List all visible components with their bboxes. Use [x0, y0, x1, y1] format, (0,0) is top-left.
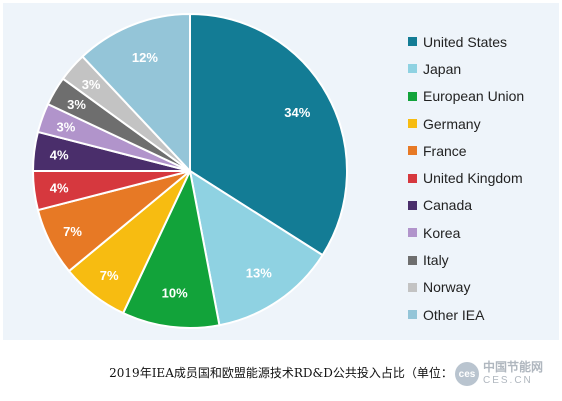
legend-swatch [408, 64, 417, 74]
pie-label-germany: 7% [100, 268, 119, 283]
legend-swatch [408, 282, 417, 292]
pie-slice-european-union [121, 167, 221, 330]
legend-item-canada: Canada [408, 192, 558, 219]
legend-label: United States [423, 33, 508, 50]
legend-label: United Kingdom [423, 170, 523, 187]
pie-chart: 34% 13% 10% 7% 7% 4% 4% 3% 3% 3% 12% [31, 12, 348, 330]
legend-swatch [408, 310, 417, 320]
legend-swatch [408, 255, 417, 265]
legend-label: Germany [423, 115, 481, 132]
legend-item-other-iea: Other IEA [408, 301, 558, 328]
pie-label-france: 7% [63, 224, 82, 239]
legend-item-italy: Italy [408, 246, 558, 273]
pie-label-japan: 13% [246, 265, 272, 280]
legend-swatch [408, 119, 417, 129]
legend-item-norway: Norway [408, 274, 558, 301]
pie-label-korea: 3% [57, 119, 76, 134]
legend-label: Italy [423, 252, 449, 269]
legend-label: European Union [423, 88, 525, 105]
watermark-logo-icon: ces [455, 362, 479, 386]
legend-label: Japan [423, 60, 462, 77]
legend-swatch [408, 37, 417, 47]
pie-label-united-kingdom: 4% [50, 181, 69, 196]
legend-label: France [423, 142, 467, 159]
legend-item-france: France [408, 137, 558, 164]
legend-item-united-states: United States [408, 28, 558, 55]
legend-swatch [408, 146, 417, 156]
legend-label: Norway [423, 279, 471, 296]
legend-item-japan: Japan [408, 55, 558, 82]
pie-label-norway: 3% [82, 77, 101, 92]
watermark: ces 中国节能网 CES.CN [455, 356, 562, 392]
watermark-title: 中国节能网 [483, 360, 544, 374]
pie-slice-other-iea [81, 12, 191, 174]
pie-label-european-union: 10% [162, 286, 188, 301]
legend-swatch [408, 91, 417, 101]
watermark-domain: CES.CN [483, 375, 533, 386]
pie-label-italy: 3% [67, 97, 86, 112]
legend-item-united-kingdom: United Kingdom [408, 164, 558, 191]
legend-item-korea: Korea [408, 219, 558, 246]
legend-swatch [408, 173, 417, 183]
pie-label-other-iea: 12% [132, 50, 158, 65]
legend-label: Korea [423, 224, 461, 241]
legend-label: Canada [423, 197, 473, 214]
pie-label-canada: 4% [50, 148, 69, 163]
legend: United States Japan European Union Germany F… [408, 28, 558, 328]
legend-item-germany: Germany [408, 110, 558, 137]
chart-caption: 2019年IEA成员国和欧盟能源技术RD&D公共投入占比（单位： [109, 366, 453, 380]
pie-slice-japan [188, 168, 324, 327]
pie-label-united-states: 34% [284, 105, 310, 120]
legend-item-european-union: European Union [408, 83, 558, 110]
legend-swatch [408, 200, 417, 210]
legend-label: Other IEA [423, 306, 485, 323]
legend-swatch [408, 228, 417, 238]
